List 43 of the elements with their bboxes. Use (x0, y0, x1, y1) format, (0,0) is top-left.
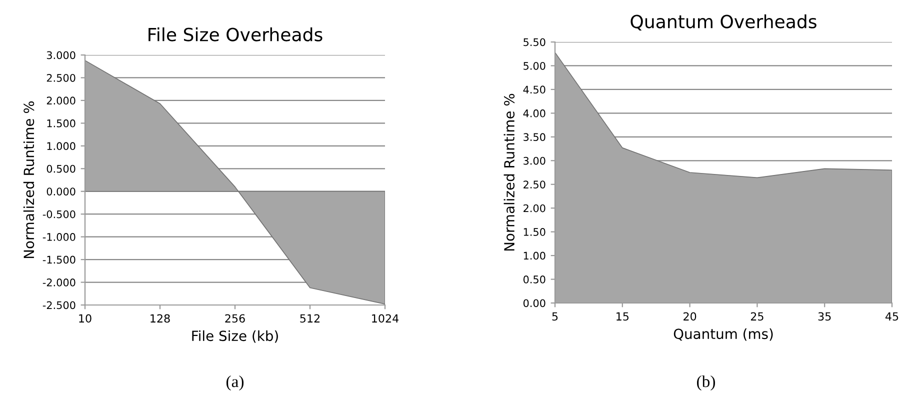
y-tick-label: 2.500 (46, 74, 76, 82)
y-tick-label: 4.00 (523, 109, 546, 118)
y-tick-label: 4.50 (523, 86, 546, 94)
chart-title: File Size Overheads (148, 27, 322, 42)
y-tick-label: 3.50 (524, 133, 546, 142)
x-tick-label: 15 (616, 312, 628, 321)
y-axis-title: Normalized Runtime % (23, 101, 34, 258)
text: (a) (226, 375, 244, 391)
x-tick-label: 45 (885, 312, 898, 321)
chart-title: Quantum Overheads (630, 14, 816, 30)
y-tick-label: 0.500 (46, 164, 76, 173)
y-tick-label: 0.50 (523, 276, 546, 284)
x-tick-label: 1024 (372, 314, 399, 323)
x-tick-label: 256 (225, 314, 245, 323)
y-axis-title: Normalized Runtime % (504, 94, 515, 251)
x-tick-label: 35 (818, 312, 831, 321)
y-tick-label: 5.00 (524, 62, 546, 70)
y-tick-label: 3.000 (46, 51, 76, 60)
x-tick-label: 20 (684, 312, 696, 321)
x-tick-label: 5 (552, 312, 558, 321)
y-tick-label: 1.500 (47, 119, 76, 128)
x-tick-label: 25 (750, 312, 764, 321)
y-tick-label: 2.50 (524, 180, 546, 188)
y-tick-label: 0.00 (523, 299, 546, 308)
y-tick-label: 2.00 (524, 204, 546, 212)
y-tick-label: 3.00 (524, 156, 546, 165)
y-tick-label: -2.500 (42, 301, 76, 310)
y-tick-label: -2.000 (42, 278, 76, 286)
text: (b) (697, 375, 715, 391)
y-tick-label: 1.50 (524, 228, 546, 236)
y-tick-label: 5.50 (524, 38, 546, 46)
y-tick-label: 1.000 (47, 142, 76, 150)
x-tick-label: 10 (79, 314, 92, 323)
x-tick-label: 512 (300, 314, 320, 323)
y-tick-label: 0.000 (46, 188, 76, 196)
y-tick-label: -0.500 (42, 210, 76, 218)
y-tick-label: -1.000 (42, 233, 76, 241)
x-axis-title: File Size (kb) (192, 330, 278, 343)
y-tick-label: -1.500 (42, 256, 76, 264)
x-tick-label: 128 (150, 314, 170, 323)
y-tick-label: 1.00 (524, 252, 546, 260)
x-axis-title: Quantum (ms) (674, 328, 773, 341)
y-tick-label: 2.000 (46, 96, 76, 105)
